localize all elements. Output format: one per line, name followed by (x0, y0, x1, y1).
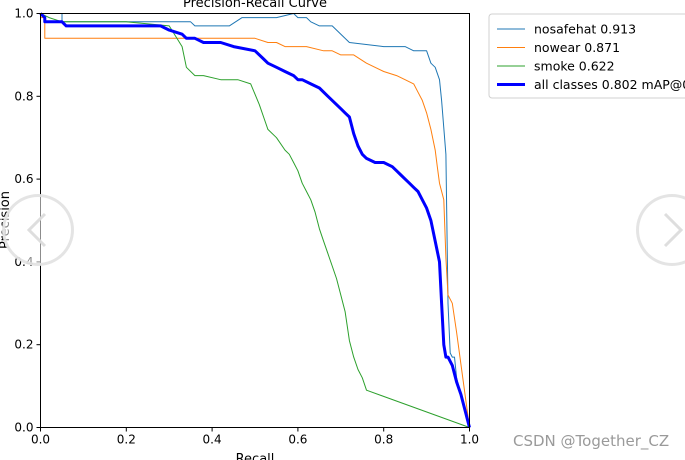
plot-frame (41, 14, 470, 428)
legend-label-nosafehat: nosafehat 0.913 (534, 22, 636, 37)
series-line-nosafehat (41, 14, 470, 428)
x-tick-label: 0.6 (288, 433, 307, 447)
y-tick-label: 1.0 (14, 7, 33, 21)
chevron-right-icon (639, 197, 685, 263)
y-tick-label: 0.2 (14, 338, 33, 352)
legend-label-nowear: nowear 0.871 (534, 40, 620, 55)
x-tick-label: 0.2 (117, 433, 136, 447)
y-tick-label: 0.0 (14, 421, 33, 435)
y-tick-label: 0.6 (14, 172, 33, 186)
series-line-nowear (41, 18, 470, 428)
x-tick-label: 1.0 (460, 433, 479, 447)
watermark-text: CSDN @Together_CZ (513, 432, 669, 450)
legend: nosafehat 0.913 nowear 0.871 smoke 0.622 al… (489, 14, 685, 98)
x-tick-label: 0.0 (31, 433, 50, 447)
chart-title: Precision-Recall Curve (183, 0, 327, 11)
x-tick-label: 0.4 (203, 433, 222, 447)
series-line-all-classes (41, 14, 470, 428)
series-line-smoke (41, 14, 470, 428)
next-image-button[interactable] (636, 194, 685, 266)
axis-ticks: 0.00.20.40.60.81.00.00.20.40.60.81.0 (14, 7, 479, 447)
pr-chart: Precision-Recall Curve 0.0 0.2 0.4 0.6 0.8 1.… (0, 0, 685, 460)
chevron-left-icon (5, 197, 71, 263)
x-tick-label: 0.8 (374, 433, 393, 447)
legend-label-all-classes: all classes 0.802 mAP@0.5 (534, 77, 685, 92)
legend-label-smoke: smoke 0.622 (534, 59, 615, 74)
y-tick-label: 0.8 (14, 89, 33, 103)
previous-image-button[interactable] (2, 194, 74, 266)
x-axis-label: Recall (236, 452, 275, 460)
series-lines (41, 14, 470, 428)
